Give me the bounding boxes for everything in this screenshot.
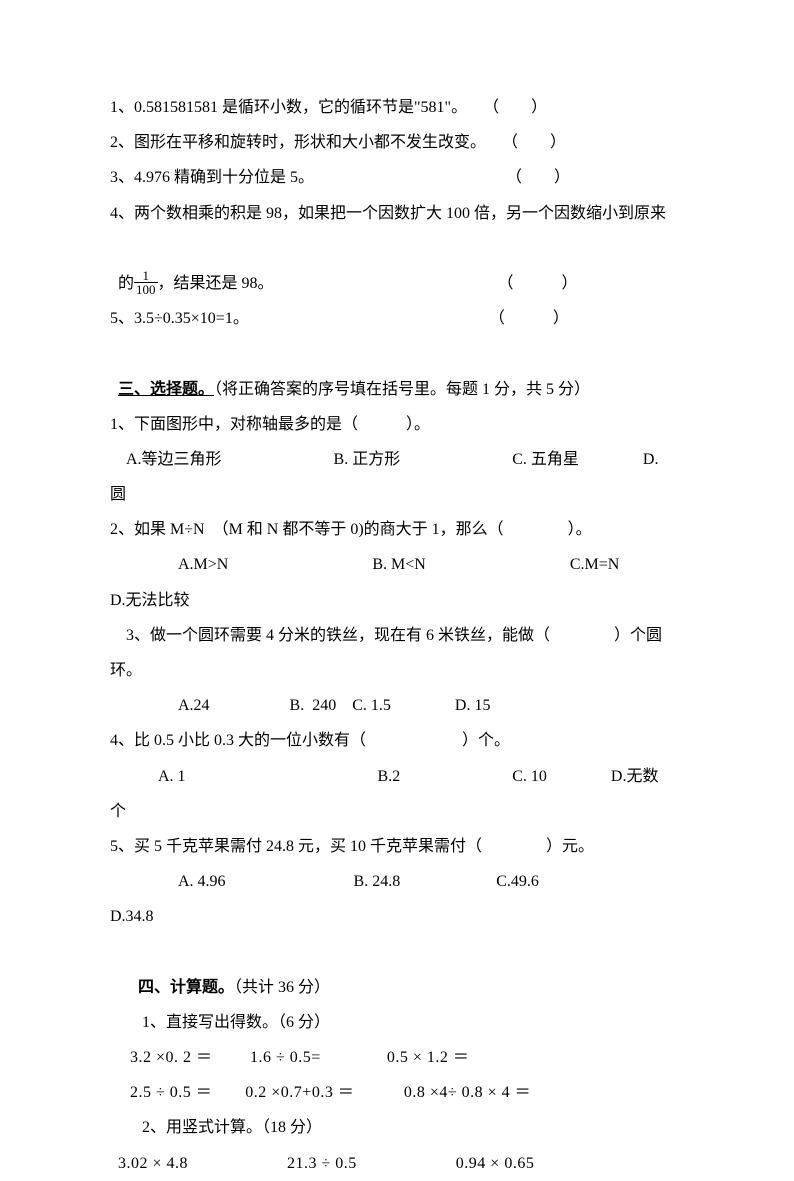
s3-q3-rest: 环。 [110,653,684,688]
s3-q2-rest: D.无法比较 [110,583,684,618]
section4-desc: （共计 36 分） [234,979,330,996]
section3-title: 三、选择题。 [118,381,214,398]
s3-q2-opts: A.M>N B. M<N C.M=N [110,547,684,582]
tf-q2: 2、图形在平移和旋转时，形状和大小都不发生改变。 （ ） [110,125,684,160]
tf-q4-line2: 的1100，结果还是 98。 （ ） [110,231,684,301]
s4-sub2: 2、用竖式计算。（18 分） [110,1110,684,1145]
tf-q4-suffix: ，结果还是 98。 （ ） [158,275,578,292]
s3-q5-opts: A. 4.96 B. 24.8 C.49.6 [110,864,684,899]
s3-q5-rest: D.34.8 [110,899,684,934]
fraction-icon: 1100 [134,269,158,296]
section3-desc: （将正确答案的序号填在括号里。每题 1 分，共 5 分） [214,381,590,398]
s3-q3-opts: A.24 B. 240 C. 1.5 D. 15 [110,688,684,723]
s3-q2: 2、如果 M÷N （M 和 N 都不等于 0)的商大于 1，那么（ ）。 [110,512,684,547]
tf-q1: 1、0.581581581 是循环小数，它的循环节是"581"。 （ ） [110,90,684,125]
s4-sub1: 1、直接写出得数。（6 分） [110,1005,684,1040]
s3-q4-opts: A. 1 B.2 C. 10 D.无数 [110,759,684,794]
section3-header: 三、选择题。（将正确答案的序号填在括号里。每题 1 分，共 5 分） [110,336,684,406]
tf-q4-line1: 4、两个数相乘的积是 98，如果把一个因数扩大 100 倍，另一个因数缩小到原来 [110,196,684,231]
section4-title: 四、计算题。 [138,979,234,996]
s3-q4-rest: 个 [110,794,684,829]
s3-q1-opts: A.等边三角形 B. 正方形 C. 五角星 D. [110,442,684,477]
s3-q1: 1、下面图形中，对称轴最多的是（ ）。 [110,407,684,442]
s4-row1: 3.2 ×0. 2 ＝ 1.6 ÷ 0.5= 0.5 × 1.2 ＝ [110,1040,684,1075]
fraction-num: 1 [134,269,158,283]
s3-q4: 4、比 0.5 小比 0.3 大的一位小数有（ ）个。 [110,723,684,758]
tf-q5: 5、3.5÷0.35×10=1。 （ ） [110,301,684,336]
tf-q3: 3、4.976 精确到十分位是 5。 （ ） [110,160,684,195]
tf-q4-prefix: 的 [118,275,134,292]
s4-row2: 2.5 ÷ 0.5 ＝ 0.2 ×0.7+0.3 ＝ 0.8 ×4÷ 0.8 ×… [110,1075,684,1110]
fraction-den: 100 [134,283,158,296]
s3-q3: 3、做一个圆环需要 4 分米的铁丝，现在有 6 米铁丝，能做（ ）个圆 [110,618,684,653]
section4-header: 四、计算题。（共计 36 分） [110,935,684,1005]
s3-q5: 5、买 5 千克苹果需付 24.8 元，买 10 千克苹果需付（ ）元。 [110,829,684,864]
s3-q1-rest: 圆 [110,477,684,512]
s4-row3: 3.02 × 4.8 21.3 ÷ 0.5 0.94 × 0.65 [110,1146,684,1181]
